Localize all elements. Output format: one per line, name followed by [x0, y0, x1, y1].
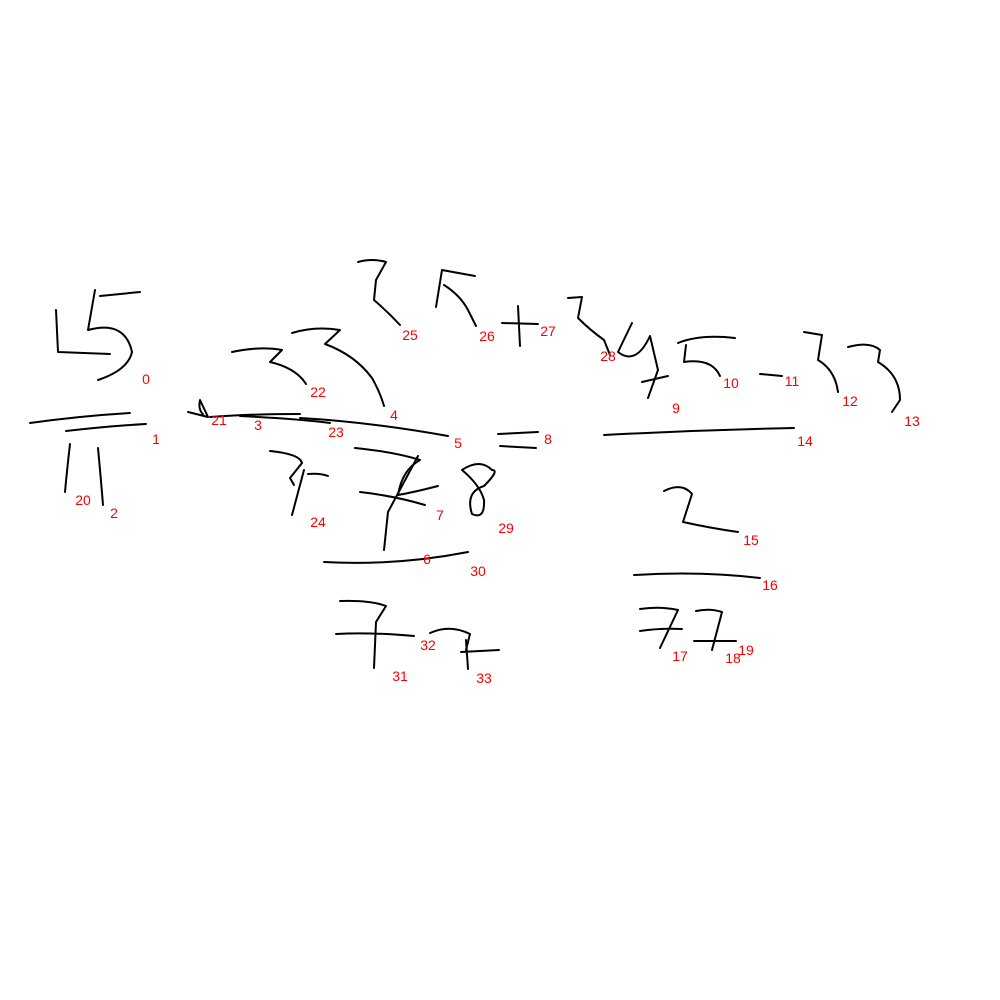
stroke-index-label: 26: [479, 328, 495, 344]
ink-stroke-31: [335, 599, 415, 669]
stroke-index-label: 21: [211, 412, 227, 428]
ink-stroke-13: [847, 343, 901, 413]
stroke-index-label: 30: [470, 563, 486, 579]
ink-stroke-24: [269, 450, 329, 516]
ink-stroke-33: [460, 639, 500, 670]
ink-stroke-11: [759, 373, 783, 377]
ink-stroke-7: [354, 447, 439, 506]
ink-stroke-18: [695, 608, 723, 651]
stroke-index-label: 20: [75, 492, 91, 508]
stroke-index-label: 12: [842, 393, 858, 409]
stroke-index-label: 6: [423, 551, 431, 567]
stroke-index-label: 25: [402, 327, 418, 343]
ink-stroke-22: [231, 347, 307, 385]
stroke-index-label: 32: [420, 637, 436, 653]
stroke-index-label: 15: [743, 532, 759, 548]
stroke-index-label: 0: [142, 371, 150, 387]
ink-stroke-26: [435, 269, 477, 327]
ink-stroke-3: [209, 413, 301, 418]
ink-stroke-21: [187, 399, 209, 418]
stroke-index-label: 10: [723, 375, 739, 391]
stroke-index-label: 17: [672, 648, 688, 664]
ink-stroke-23: [239, 415, 331, 424]
stroke-index-label: 33: [476, 670, 492, 686]
stroke-index-label: 31: [392, 668, 408, 684]
ink-stroke-17: [639, 606, 683, 649]
ink-stroke-10: [677, 335, 736, 377]
ink-stroke-20: [64, 443, 71, 493]
ink-stroke-2: [97, 447, 104, 506]
ink-stroke-15: [663, 486, 739, 533]
ink-stroke-6: [383, 455, 419, 551]
stroke-index-label: 2: [110, 505, 118, 521]
stroke-index-label: 19: [738, 642, 754, 658]
ink-stroke-12: [803, 331, 839, 393]
ink-stroke-8: [497, 431, 539, 449]
stroke-index-label: 7: [436, 507, 444, 523]
ink-stroke-25: [357, 259, 401, 326]
ink-stroke-4: [291, 327, 385, 407]
ink-stroke-5: [299, 417, 449, 437]
ink-stroke-16: [633, 572, 761, 579]
stroke-index-label: 4: [390, 407, 398, 423]
stroke-index-label: 1: [152, 431, 160, 447]
stroke-index-label: 14: [797, 433, 813, 449]
ink-stroke-9: [617, 322, 669, 399]
stroke-index-label: 27: [540, 323, 556, 339]
stroke-index-label: 23: [328, 424, 344, 440]
ink-stroke-32: [429, 627, 471, 651]
stroke-index-label: 8: [544, 431, 552, 447]
stroke-index-label: 24: [310, 514, 326, 530]
stroke-index-label: 22: [310, 384, 326, 400]
ink-stroke-29: [461, 463, 496, 517]
stroke-index-label: 13: [904, 413, 920, 429]
stroke-index-label: 9: [672, 400, 680, 416]
ink-stroke-28: [567, 296, 611, 356]
stroke-index-label: 3: [254, 417, 262, 433]
ink-stroke-0: [55, 289, 141, 381]
stroke-index-label: 29: [498, 520, 514, 536]
ink-stroke-30: [323, 551, 469, 564]
ink-stroke-14: [603, 427, 795, 436]
stroke-index-label: 16: [762, 577, 778, 593]
stroke-index-label: 18: [725, 650, 741, 666]
stroke-index-label: 11: [785, 373, 800, 389]
stroke-index-label: 28: [600, 348, 616, 364]
ink-stroke-1: [29, 412, 147, 432]
ink-stroke-27: [501, 305, 539, 347]
stroke-index-label: 5: [454, 435, 462, 451]
